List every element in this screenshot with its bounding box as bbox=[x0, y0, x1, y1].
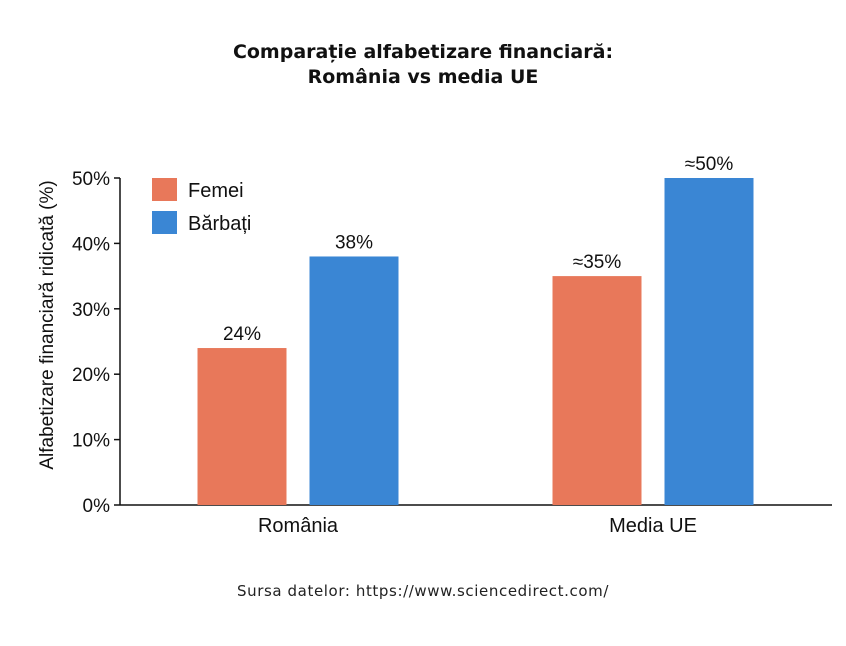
chart-title-line-2: România vs media UE bbox=[307, 66, 539, 88]
bar-value-label: ≈50% bbox=[685, 154, 734, 175]
legend-label: Bărbați bbox=[188, 213, 251, 235]
bar-femei-1 bbox=[552, 276, 642, 505]
legend-swatch bbox=[152, 178, 177, 201]
bar-barbati-1 bbox=[664, 178, 754, 505]
legend-swatch bbox=[152, 211, 177, 234]
y-tick-label: 40% bbox=[72, 234, 110, 255]
bar-value-label: 38% bbox=[335, 232, 373, 253]
y-ticks: 0% 10% 20% 30% 40% 50% bbox=[72, 169, 120, 517]
y-tick-label: 0% bbox=[83, 496, 111, 517]
legend-label: Femei bbox=[188, 180, 244, 202]
bar-chart: Alfabetizare financiară ridicată (%) 0% 1… bbox=[37, 154, 832, 537]
y-tick-label: 10% bbox=[72, 431, 110, 452]
y-tick-label: 20% bbox=[72, 365, 110, 386]
bar-value-label: 24% bbox=[223, 324, 261, 345]
x-tick-label: Media UE bbox=[609, 515, 697, 537]
source-note: Sursa datelor: https://www.sciencedirect… bbox=[236, 582, 609, 600]
bar-value-label: ≈35% bbox=[573, 252, 622, 273]
bar-femei-0 bbox=[197, 348, 287, 505]
y-axis-label: Alfabetizare financiară ridicată (%) bbox=[37, 180, 58, 469]
y-tick-label: 50% bbox=[72, 169, 110, 190]
bar-barbati-0 bbox=[309, 256, 399, 505]
x-tick-label: România bbox=[258, 515, 339, 537]
y-tick-label: 30% bbox=[72, 300, 110, 321]
chart-title: Comparație alfabetizare financiară: Româ… bbox=[0, 40, 846, 90]
legend: Femei Bărbați bbox=[152, 178, 251, 235]
x-tick-labels: România Media UE bbox=[258, 515, 697, 537]
chart-title-line-1: Comparație alfabetizare financiară: bbox=[232, 41, 614, 63]
bars: 24% ≈35% 38% ≈50% bbox=[197, 154, 754, 505]
